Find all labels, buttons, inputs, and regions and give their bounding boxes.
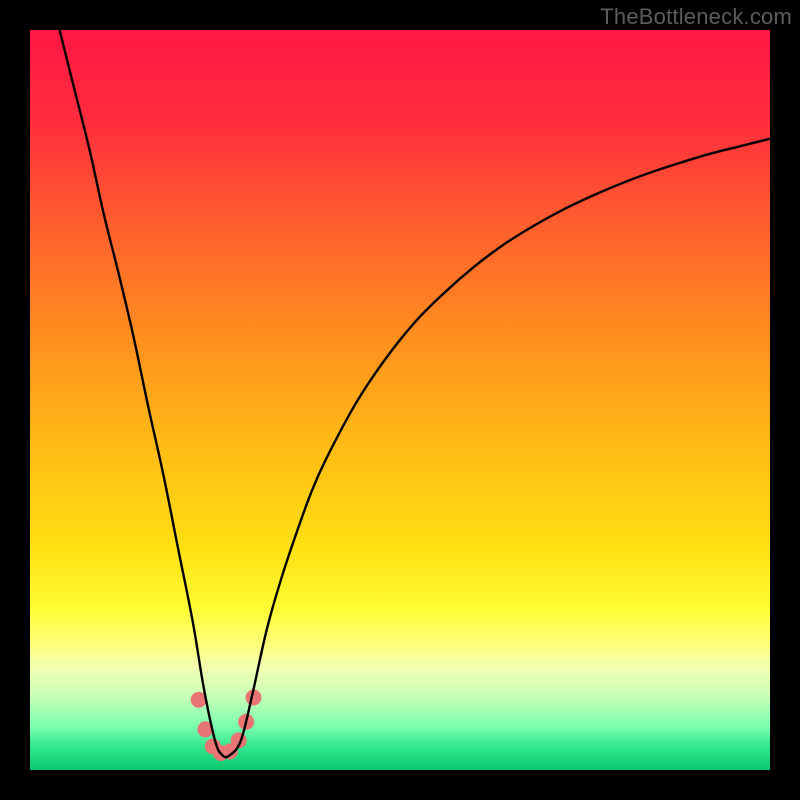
chart-background xyxy=(30,30,770,770)
chart-plot-area xyxy=(30,30,770,770)
chart-svg xyxy=(30,30,770,770)
watermark-text: TheBottleneck.com xyxy=(600,4,792,30)
stage: TheBottleneck.com xyxy=(0,0,800,800)
